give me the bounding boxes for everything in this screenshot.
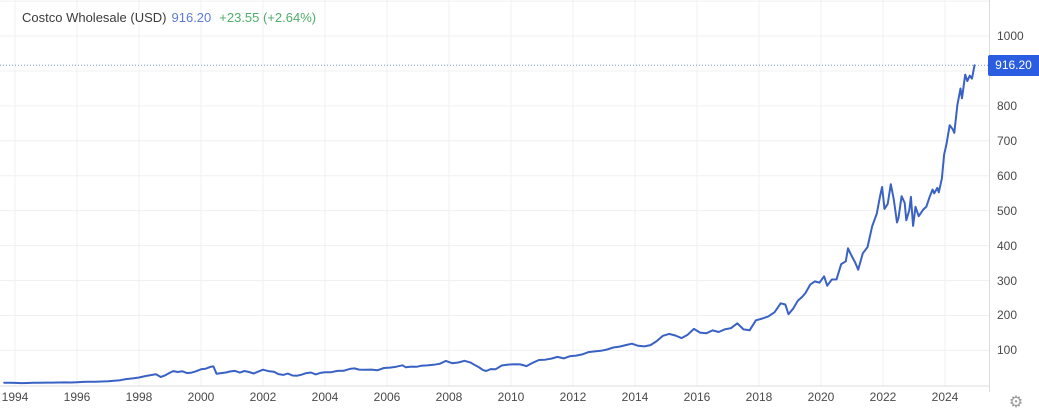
x-tick-label: 2020 xyxy=(807,390,835,404)
y-tick-label: 500 xyxy=(997,203,1018,218)
y-tick-label: 800 xyxy=(997,98,1018,113)
y-tick-label: 200 xyxy=(997,308,1018,323)
x-tick-label: 2008 xyxy=(435,390,463,404)
x-tick-label: 2010 xyxy=(497,390,525,404)
x-tick-label: 2016 xyxy=(683,390,711,404)
y-tick-label: 100 xyxy=(997,343,1018,358)
instrument-title: Costco Wholesale (USD) xyxy=(22,10,167,25)
x-tick-label: 2000 xyxy=(187,390,215,404)
current-price-badge: 916.20 xyxy=(988,54,1039,76)
x-tick-label: 2018 xyxy=(745,390,773,404)
y-tick-label: 300 xyxy=(997,273,1018,288)
x-tick-label: 2012 xyxy=(559,390,587,404)
y-tick-label: 700 xyxy=(997,133,1018,148)
x-tick-label: 2024 xyxy=(931,390,959,404)
chart-header: Costco Wholesale (USD) 916.20 +23.55 (+2.6… xyxy=(22,10,316,25)
x-tick-label: 1998 xyxy=(125,390,153,404)
y-tick-label: 1000 xyxy=(997,29,1024,44)
settings-gear-icon[interactable]: ⚙ xyxy=(1008,394,1024,411)
x-tick-label: 2006 xyxy=(373,390,401,404)
x-tick-label: 2002 xyxy=(249,390,277,404)
x-tick-label: 2022 xyxy=(869,390,897,404)
y-tick-label: 600 xyxy=(997,168,1018,183)
y-tick-label: 400 xyxy=(997,238,1018,253)
price-change: +23.55 (+2.64%) xyxy=(219,10,317,25)
price-line-series xyxy=(3,64,976,385)
last-price: 916.20 xyxy=(171,10,212,25)
x-tick-label: 1994 xyxy=(1,390,29,404)
x-tick-label: 2014 xyxy=(621,390,649,404)
x-tick-label: 2004 xyxy=(311,390,339,404)
x-tick-label: 1996 xyxy=(63,390,91,404)
